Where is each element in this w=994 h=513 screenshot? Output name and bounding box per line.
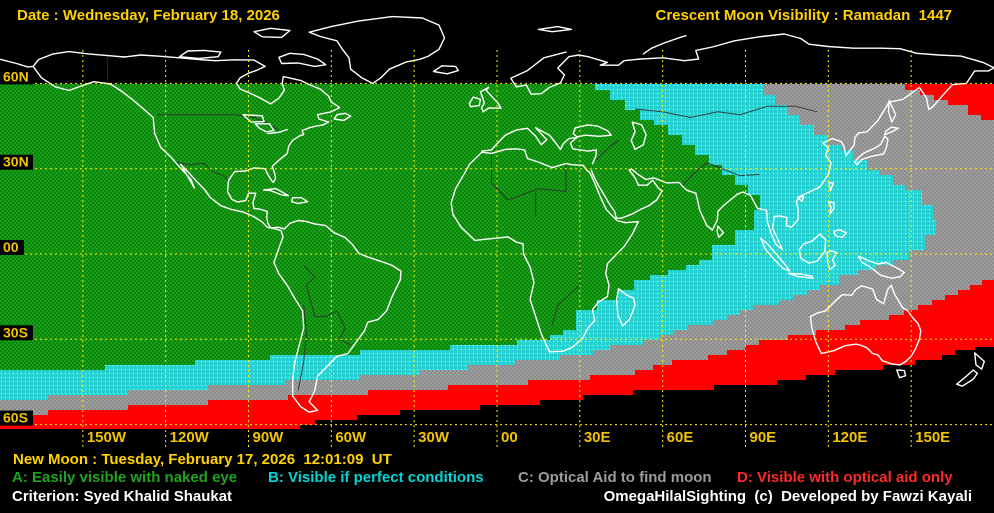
country-borders-layer (107, 55, 818, 391)
lon-label-00: 00 (501, 429, 518, 446)
legend-item-a: A: Easily visible with naked eye (12, 469, 238, 486)
lon-label-30E: 30E (584, 429, 611, 446)
lat-label-30S: 30S (3, 324, 28, 340)
lon-label-60W: 60W (335, 429, 367, 446)
date-label: Date : Wednesday, February 18, 2026 (17, 7, 280, 24)
lon-label-90E: 90E (749, 429, 776, 446)
page-title: Crescent Moon Visibility : Ramadan 1447 (655, 7, 952, 24)
graticule-layer (0, 50, 994, 449)
lon-label-120E: 120E (832, 429, 867, 446)
lat-label-30N: 30N (3, 154, 29, 170)
coastlines-layer (0, 15, 994, 413)
lat-label-60N: 60N (3, 68, 29, 84)
lon-label-120W: 120W (170, 429, 210, 446)
legend-item-c: C: Optical Aid to find moon (518, 469, 712, 486)
axis-labels-layer: 60N 30N 00 30S 60S 150W 120W 90W 60W 30W 00 30E 60E 9… (0, 68, 950, 446)
lon-label-60E: 60E (667, 429, 694, 446)
lat-label-00: 00 (3, 239, 19, 255)
lat-label-60S: 60S (3, 410, 28, 426)
new-moon-label: New Moon : Tuesday, February 17, 2026 12… (13, 451, 392, 468)
legend-item-d: D: Visible with optical aid only (737, 469, 953, 486)
lon-label-90W: 90W (252, 429, 284, 446)
lon-label-150W: 150W (87, 429, 127, 446)
legend-item-b: B: Visible if perfect conditions (268, 469, 484, 486)
lon-label-30W: 30W (418, 429, 450, 446)
lon-label-150E: 150E (915, 429, 950, 446)
criterion-label: Criterion: Syed Khalid Shaukat (12, 488, 233, 505)
credit-label: OmegaHilalSighting (c) Developed by Fawz… (603, 488, 972, 505)
